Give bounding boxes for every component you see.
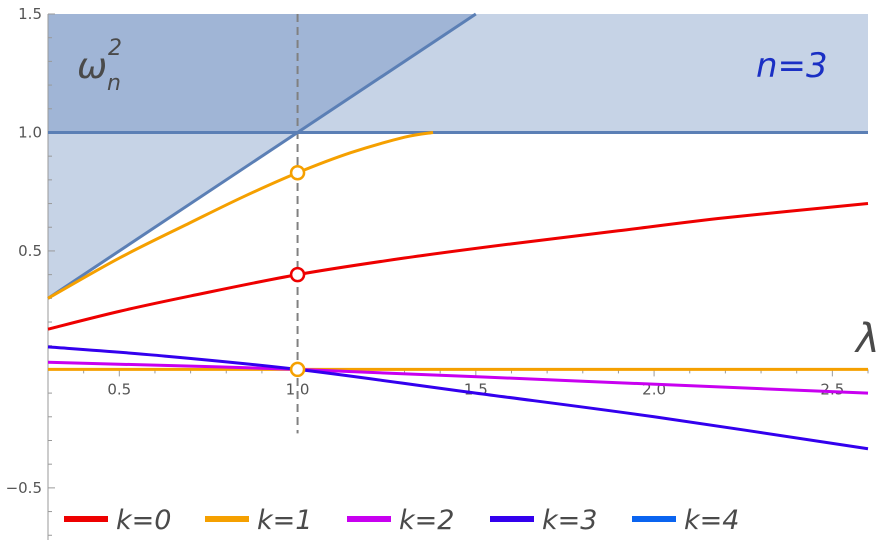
shaded-regions bbox=[48, 14, 868, 299]
diagonal-boundary-line bbox=[47, 12, 477, 300]
x-axis-label: λ bbox=[854, 316, 880, 362]
y-axis-label-sup: 2 bbox=[108, 36, 122, 61]
series-lines bbox=[47, 130, 869, 451]
tick-labels: 0.5 1.0 1.5 2.0 2.51.51.00.5−0.5 bbox=[6, 5, 845, 497]
legend-label: k=4 bbox=[684, 505, 739, 536]
y-tick-label: 1.5 bbox=[18, 5, 42, 23]
y-axis-label-main: ω bbox=[77, 46, 107, 87]
x-tick-label: 1.0 bbox=[286, 380, 310, 398]
y-tick-label: 1.0 bbox=[18, 123, 42, 141]
series-line-k-2 bbox=[47, 360, 869, 395]
series-line-k-3 bbox=[47, 345, 869, 451]
data-point-marker bbox=[289, 164, 306, 181]
region-overlap bbox=[48, 14, 476, 133]
y-axis-label-sub: n bbox=[107, 71, 121, 96]
y-tick-label: −0.5 bbox=[6, 479, 42, 497]
y-tick-label: 0.5 bbox=[18, 242, 42, 260]
legend-label: k=0 bbox=[116, 505, 171, 536]
x-tick-label: 0.5 bbox=[107, 380, 131, 398]
data-point-marker bbox=[289, 266, 306, 283]
legend-label: k=1 bbox=[257, 505, 312, 536]
series-line-k-1 bbox=[47, 130, 434, 300]
legend-label: k=3 bbox=[542, 505, 597, 536]
axis-labels: ω n 2 n=3 λ bbox=[77, 36, 880, 362]
x-tick-label: 2.5 bbox=[820, 380, 844, 398]
n-annotation: n=3 bbox=[756, 46, 828, 86]
data-point-marker bbox=[289, 361, 306, 378]
legend-label: k=2 bbox=[399, 505, 454, 536]
legend: k=0 k=1 k=2 k=3 k=4 bbox=[64, 505, 739, 536]
series-line-k-0 bbox=[47, 202, 869, 331]
reference-lines bbox=[47, 12, 868, 434]
point-markers bbox=[289, 164, 306, 378]
